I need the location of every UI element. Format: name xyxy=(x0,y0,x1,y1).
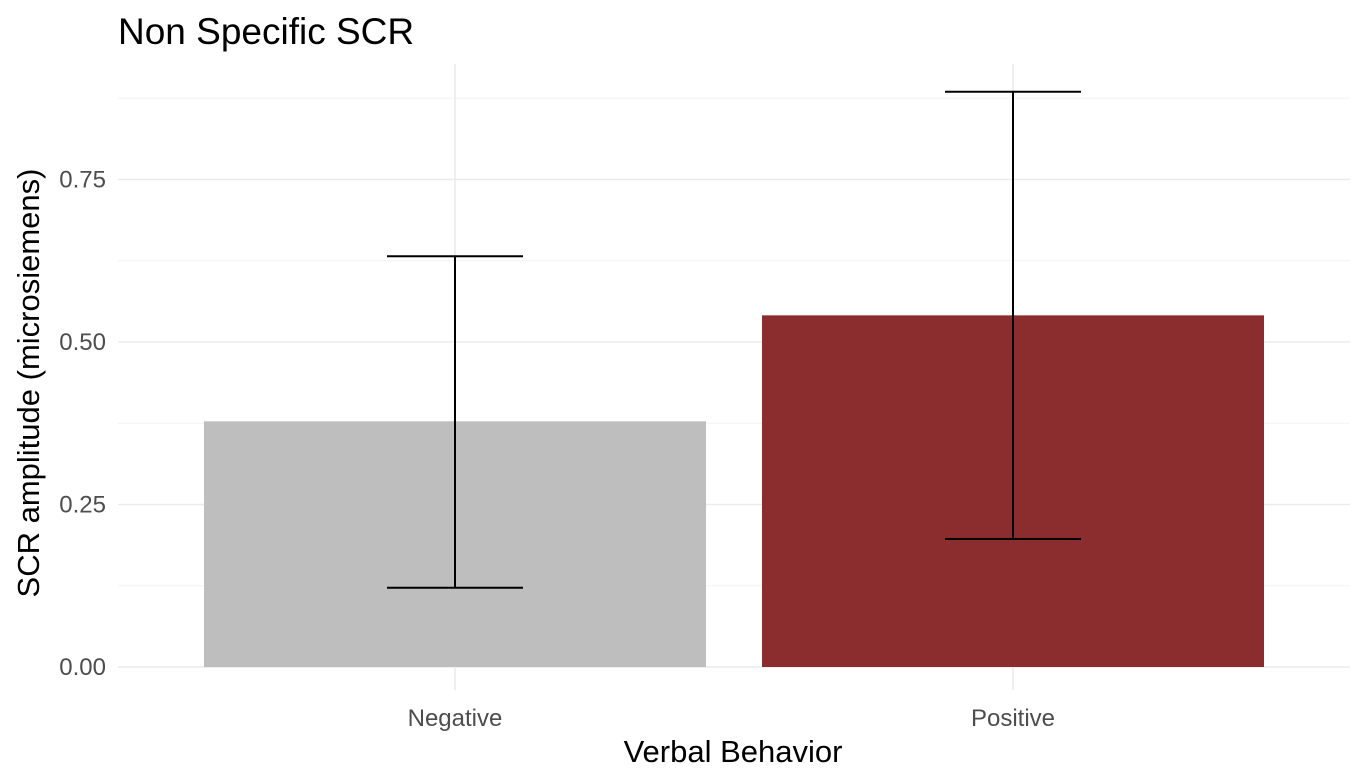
bars xyxy=(204,315,1264,667)
y-axis-tick-labels: 0.00 0.25 0.50 0.75 xyxy=(59,167,106,682)
y-axis-title: SCR amplitude (microsiemens) xyxy=(11,169,46,598)
error-bars xyxy=(387,90,1081,589)
y-tick-label: 0.00 xyxy=(59,654,106,681)
y-tick-label: 0.50 xyxy=(59,329,106,356)
error-bar-negative xyxy=(387,255,523,589)
chart-title: Non Specific SCR xyxy=(118,11,414,52)
x-tick-label-negative: Negative xyxy=(408,705,503,732)
x-tick-label-positive: Positive xyxy=(971,705,1055,732)
y-tick-label: 0.25 xyxy=(59,492,106,519)
y-tick-label: 0.75 xyxy=(59,167,106,194)
error-bar-positive xyxy=(945,90,1081,540)
x-axis-tick-labels: Negative Positive xyxy=(408,705,1055,732)
x-axis-title: Verbal Behavior xyxy=(624,734,843,769)
